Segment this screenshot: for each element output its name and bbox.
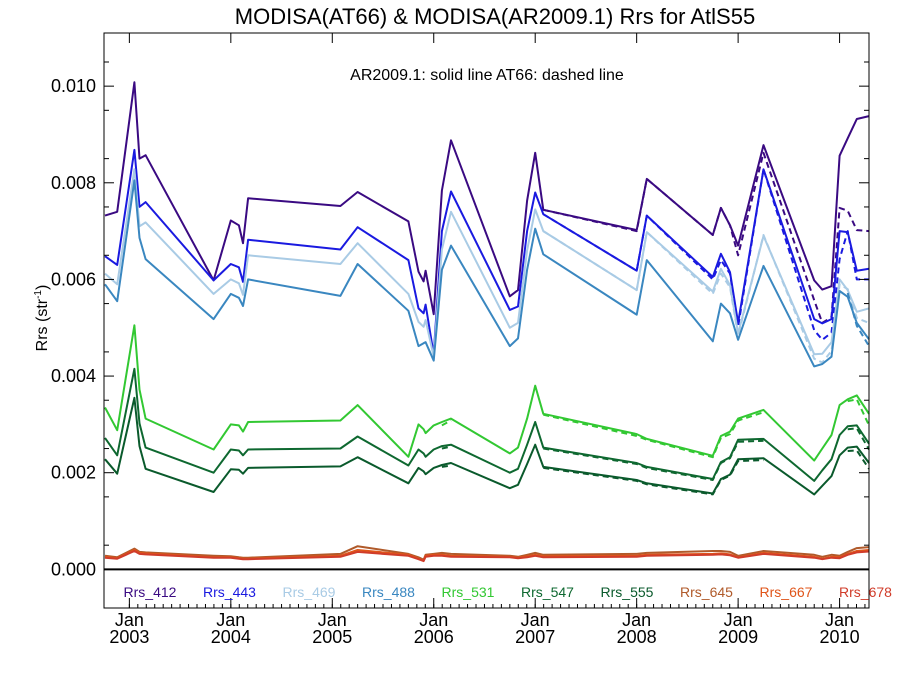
x-tick-label-year-2010: 2010: [820, 627, 860, 647]
x-tick-label-month-2008: Jan: [622, 610, 651, 630]
series-rrs-547: [104, 367, 870, 482]
y-axis-label-superscript: -1: [33, 290, 44, 299]
y-axis-label: Rrs (str-1): [33, 285, 51, 352]
plot-frame: [103, 32, 870, 609]
x-tick-label-month-2009: Jan: [724, 610, 753, 630]
x-tick-label-month-2007: Jan: [521, 610, 550, 630]
line-solid-rrs-443: [104, 148, 870, 356]
series-rrs-531: [104, 324, 870, 462]
series-rrs-678: [104, 550, 870, 563]
line-solid-rrs-678: [104, 550, 870, 563]
x-tick-label-year-2005: 2005: [312, 627, 352, 647]
line-dashed-rrs-531: [441, 398, 870, 459]
series-rrs-488: [104, 179, 870, 368]
line-dashed-rrs-469: [542, 230, 870, 364]
axes-layer: 0.0000.0020.0040.0060.0080.010Jan2003Jan…: [51, 32, 870, 647]
line-solid-rrs-531: [104, 324, 870, 462]
y-tick-label-0-000: 0.000: [51, 559, 96, 579]
y-axis-label-close: ): [34, 285, 51, 290]
x-tick-label-month-2010: Jan: [825, 610, 854, 630]
line-solid-rrs-555: [104, 396, 870, 496]
legend-rrs-555: Rrs_555: [601, 584, 654, 600]
x-tick-label-year-2008: 2008: [617, 627, 657, 647]
x-tick-label-year-2003: 2003: [109, 627, 149, 647]
legend-rrs-531: Rrs_531: [442, 584, 495, 600]
line-solid-rrs-488: [104, 179, 870, 368]
legend: Rrs_412 Rrs_443 Rrs_469 Rrs_488 Rrs_531 Rrs_5…: [124, 584, 893, 600]
line-dashed-rrs-488: [846, 292, 870, 347]
line-style-annotation: AR2009.1: solid line AT66: dashed line: [350, 67, 624, 84]
y-tick-label-0-004: 0.004: [51, 366, 96, 386]
series-rrs-555: [104, 396, 870, 496]
series-rrs-443: [104, 148, 870, 356]
y-tick-label-0-002: 0.002: [51, 463, 96, 483]
x-tick-label-month-2003: Jan: [115, 610, 144, 630]
line-solid-rrs-469: [104, 168, 870, 358]
series-layer: [104, 81, 870, 563]
series-rrs-469: [104, 168, 870, 364]
legend-rrs-547: Rrs_547: [521, 584, 574, 600]
line-solid-rrs-547: [104, 367, 870, 482]
series-rrs-412: [104, 81, 870, 324]
legend-rrs-667: Rrs_667: [760, 584, 813, 600]
line-solid-rrs-412: [104, 81, 870, 316]
x-tick-label-year-2004: 2004: [211, 627, 251, 647]
y-axis-label-main: Rrs (str: [34, 298, 51, 351]
x-tick-label-month-2006: Jan: [419, 610, 448, 630]
legend-rrs-645: Rrs_645: [680, 584, 733, 600]
x-tick-label-month-2005: Jan: [318, 610, 347, 630]
legend-rrs-488: Rrs_488: [362, 584, 415, 600]
x-tick-label-year-2009: 2009: [718, 627, 758, 647]
legend-rrs-412: Rrs_412: [124, 584, 177, 600]
x-tick-label-year-2006: 2006: [414, 627, 454, 647]
legend-rrs-469: Rrs_469: [283, 584, 336, 600]
y-tick-label-0-008: 0.008: [51, 173, 96, 193]
y-tick-label-0-010: 0.010: [51, 76, 96, 96]
legend-rrs-443: Rrs_443: [203, 584, 256, 600]
x-tick-label-year-2007: 2007: [515, 627, 555, 647]
x-tick-label-month-2004: Jan: [216, 610, 245, 630]
y-tick-label-0-006: 0.006: [51, 269, 96, 289]
line-dashed-rrs-412: [543, 151, 870, 324]
legend-rrs-678: Rrs_678: [839, 584, 892, 600]
chart-title: MODISA(AT66) & MODISA(AR2009.1) Rrs for …: [235, 4, 755, 29]
